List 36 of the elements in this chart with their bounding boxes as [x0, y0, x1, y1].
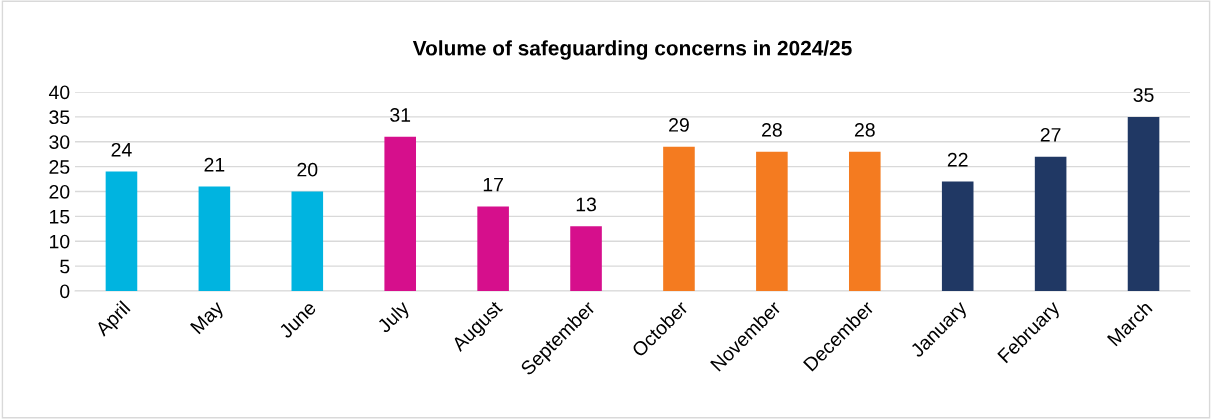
y-tick-label: 25 — [49, 160, 70, 174]
bar — [105, 171, 138, 291]
bar — [384, 136, 416, 291]
x-tick-label: July — [375, 299, 413, 337]
y-tick-label: 5 — [60, 259, 70, 274]
y-tick-label: 0 — [60, 284, 70, 299]
data-label: 28 — [762, 122, 782, 137]
bar — [477, 206, 509, 291]
y-tick-label: 30 — [49, 135, 70, 149]
bar — [663, 146, 695, 291]
y-tick-label: 35 — [49, 110, 70, 125]
bar — [756, 151, 788, 291]
data-label: 24 — [111, 142, 132, 157]
data-label: 13 — [576, 197, 596, 212]
data-label: 35 — [1133, 88, 1154, 102]
bar — [291, 191, 324, 291]
bar — [849, 151, 881, 291]
data-label: 20 — [297, 162, 318, 177]
bar — [198, 186, 231, 291]
chart-title: Volume of safeguarding concerns in 2024/25 — [412, 40, 852, 60]
data-label: 17 — [483, 177, 503, 192]
data-label: 28 — [854, 122, 875, 137]
data-label: 29 — [669, 118, 689, 132]
bar — [1127, 116, 1160, 291]
y-tick-label: 10 — [50, 234, 70, 249]
y-tick-label: 40 — [48, 85, 70, 100]
data-label: 22 — [947, 152, 968, 167]
y-tick-label: 15 — [50, 210, 70, 224]
y-tick-label: 20 — [49, 184, 70, 199]
bar — [941, 181, 974, 291]
data-label: 27 — [1040, 127, 1061, 142]
x-tick-label: May — [190, 299, 228, 337]
bar — [1034, 156, 1067, 291]
data-label: 21 — [204, 157, 225, 172]
bar — [570, 226, 602, 291]
data-label: 31 — [390, 108, 411, 122]
